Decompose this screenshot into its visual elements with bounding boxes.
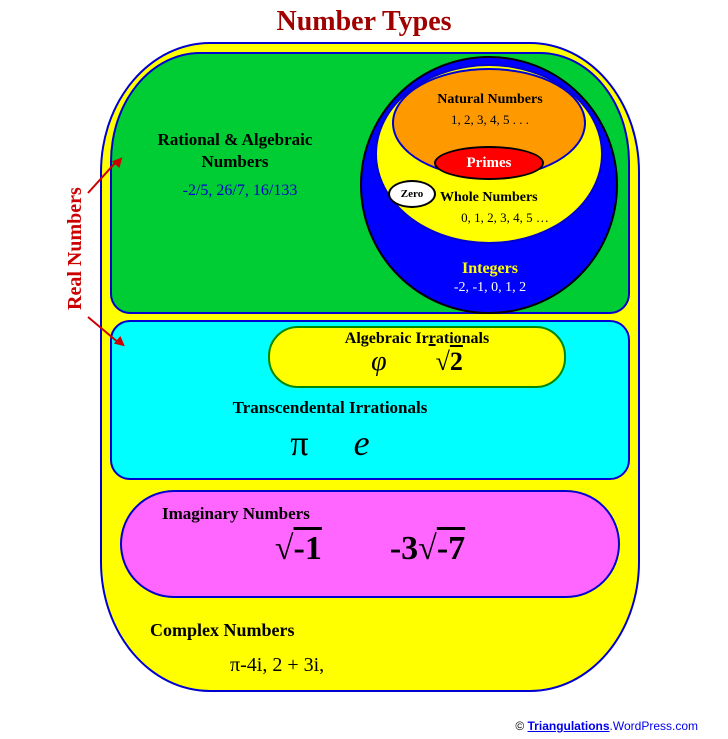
sqrt-neg1-symbol: √-1 [275, 530, 322, 567]
complex-examples-text: π-4i, 2 + 3i, [230, 654, 324, 676]
primes-label: Primes [467, 155, 512, 172]
rational-examples: -2/5, 26/7, 16/133 [130, 182, 350, 200]
imaginary-label: Imaginary Numbers [162, 504, 588, 524]
whole-label: Whole Numbers [440, 190, 600, 206]
number-types-diagram: Number Types Rational & Algebraic Number… [0, 0, 728, 739]
transcendental-symbols: π e [200, 422, 460, 464]
natural-label: Natural Numbers [400, 92, 580, 108]
imaginary-symbols: √-1 -3√-7 [152, 530, 588, 568]
e-symbol: e [354, 423, 370, 463]
natural-examples: 1, 2, 3, 4, 5 . . . [400, 112, 580, 128]
credit-line: © Triangulations.WordPress.com [515, 719, 698, 733]
transcendental-label: Transcendental Irrationals [150, 398, 510, 418]
credit-suffix: .WordPress.com [610, 719, 698, 733]
integers-examples: -2, -1, 0, 1, 2 [400, 280, 580, 296]
real-numbers-label: Real Numbers [64, 187, 87, 310]
rational-label-2: Numbers [130, 152, 340, 172]
zero-label: Zero [401, 188, 423, 200]
pi-symbol: π [290, 423, 308, 463]
zero-region: Zero [388, 180, 436, 208]
primes-region: Primes [434, 146, 544, 180]
credit-link[interactable]: Triangulations [528, 719, 610, 733]
sqrt2-symbol [429, 346, 436, 377]
rational-label-1: Rational & Algebraic [130, 130, 340, 150]
credit-prefix: © [515, 719, 527, 733]
algebraic-irrationals-region: Algebraic Irrationals φ √2 [268, 326, 566, 388]
imaginary-numbers-region: Imaginary Numbers √-1 -3√-7 [120, 490, 620, 598]
complex-examples: π-4i, 2 + 3i, [230, 654, 530, 677]
sqrt-neg7-symbol: -3√-7 [390, 530, 465, 567]
complex-label: Complex Numbers [150, 620, 410, 641]
integers-label: Integers [400, 260, 580, 278]
phi-symbol: φ [371, 346, 387, 377]
algebraic-irrationals-symbols: φ √2 [270, 348, 564, 376]
diagram-title: Number Types [0, 6, 728, 38]
whole-examples: 0, 1, 2, 3, 4, 5 … [420, 210, 590, 226]
